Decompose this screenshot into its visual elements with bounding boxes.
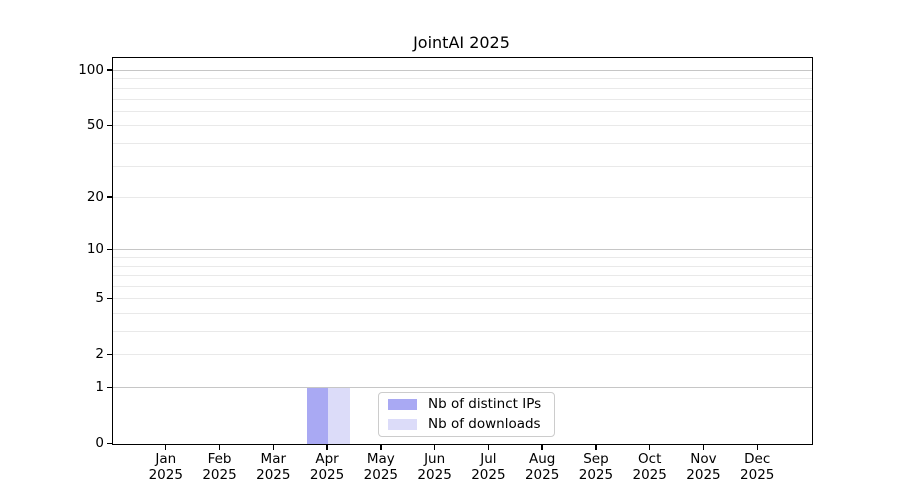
y-axis-tick-label: 0: [95, 435, 104, 452]
y-axis-tick-label: 2: [95, 346, 104, 363]
x-axis-tick-label: Jul 2025: [471, 451, 506, 484]
minor-gridline: [113, 197, 812, 199]
legend-swatch-icon: [388, 419, 417, 430]
x-axis-tick-label: Dec 2025: [740, 451, 775, 484]
minor-gridline: [113, 78, 812, 80]
y-axis-tick-label: 1: [95, 379, 104, 396]
y-axis-tick-mark: [107, 196, 112, 198]
minor-gridline: [113, 142, 812, 144]
bar-nb-of-distinct-ips: [306, 387, 329, 444]
x-axis-tick-label: Jan 2025: [148, 451, 183, 484]
x-axis-tick-label: Sep 2025: [578, 451, 614, 484]
y-axis-tick-label: 10: [86, 241, 104, 258]
y-axis-tick-mark: [107, 386, 112, 388]
minor-gridline: [113, 285, 812, 287]
minor-gridline: [113, 354, 812, 356]
x-axis-tick-mark: [595, 444, 597, 450]
legend-label: Nb of downloads: [428, 416, 541, 432]
x-axis-tick-mark: [756, 444, 758, 450]
bar-nb-of-downloads: [328, 387, 350, 444]
x-axis-tick-label: Mar 2025: [256, 451, 291, 484]
minor-gridline: [113, 165, 812, 167]
y-axis-tick-mark: [107, 353, 112, 356]
major-gridline: [113, 387, 812, 389]
x-axis-tick-mark: [218, 444, 221, 450]
x-axis-tick-mark: [702, 444, 705, 450]
minor-gridline: [113, 313, 812, 315]
y-axis-tick-label: 20: [86, 189, 104, 206]
x-axis-tick-mark: [433, 444, 436, 450]
minor-gridline: [113, 98, 812, 100]
minor-gridline: [113, 265, 812, 267]
major-gridline: [113, 69, 812, 71]
y-axis-tick-label: 50: [86, 117, 104, 134]
chart-title: JointAI 2025: [413, 33, 510, 52]
y-axis-tick-label: 5: [95, 290, 104, 307]
x-axis-tick-mark: [272, 444, 274, 450]
y-axis-tick-mark: [107, 69, 112, 71]
x-axis-tick-label: May 2025: [363, 451, 399, 484]
y-axis-tick-mark: [107, 297, 112, 300]
x-axis-tick-label: Apr 2025: [309, 451, 345, 484]
y-axis-tick-mark: [107, 248, 112, 251]
x-axis-tick-label: Oct 2025: [632, 451, 667, 484]
minor-gridline: [113, 331, 812, 333]
minor-gridline: [113, 257, 812, 259]
x-axis-tick-label: Feb 2025: [202, 451, 237, 484]
x-axis-tick-mark: [541, 444, 543, 450]
legend-swatch-icon: [388, 399, 417, 410]
plot-area: [112, 57, 813, 445]
legend-item: Nb of downloads: [388, 417, 545, 432]
y-axis-tick-label: 100: [78, 61, 104, 78]
legend-label: Nb of distinct IPs: [428, 396, 542, 412]
x-axis-tick-mark: [380, 444, 382, 450]
x-axis-tick-mark: [326, 444, 328, 450]
minor-gridline: [113, 125, 812, 127]
minor-gridline: [113, 275, 812, 277]
y-axis-tick-mark: [107, 442, 112, 444]
x-axis-tick-label: Jun 2025: [417, 451, 452, 484]
x-axis-tick-mark: [487, 444, 490, 450]
x-axis-tick-label: Nov 2025: [686, 451, 721, 484]
minor-gridline: [113, 298, 812, 300]
minor-gridline: [113, 110, 812, 112]
minor-gridline: [113, 87, 812, 89]
x-axis-tick-label: Aug 2025: [524, 451, 560, 484]
legend: Nb of distinct IPs Nb of downloads: [378, 392, 555, 437]
y-axis-tick-mark: [107, 124, 112, 126]
legend-item: Nb of distinct IPs: [388, 397, 545, 412]
x-axis-tick-mark: [165, 444, 167, 450]
x-axis-tick-mark: [648, 444, 651, 450]
major-gridline: [113, 249, 812, 251]
